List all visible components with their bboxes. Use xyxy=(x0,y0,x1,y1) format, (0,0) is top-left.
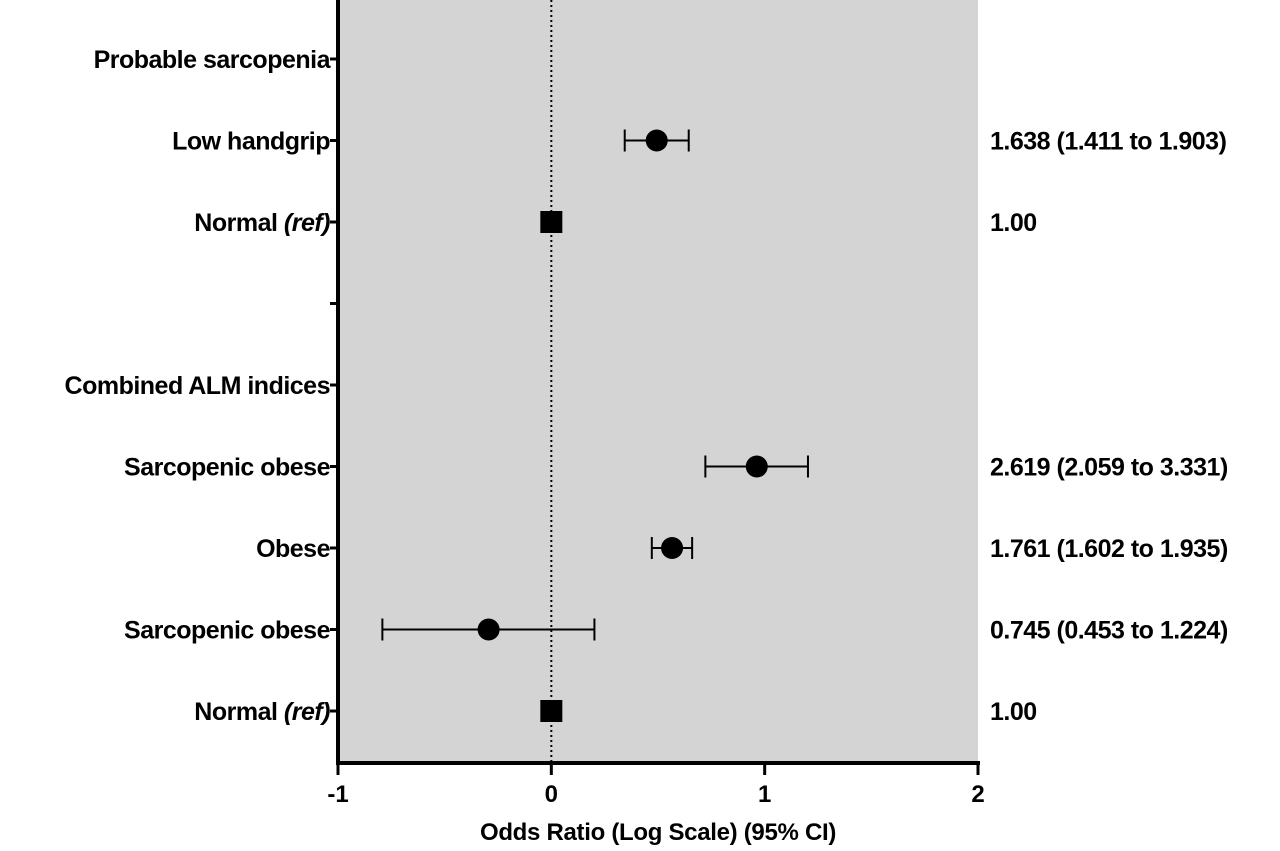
odds-ratio-label: 0.745 (0.453 to 1.224) xyxy=(990,617,1228,645)
row-label: Normal (ref) xyxy=(194,698,330,726)
odds-ratio-label: 2.619 (2.059 to 3.331) xyxy=(990,454,1228,482)
row-label-text: Normal xyxy=(194,209,277,237)
reference-marker xyxy=(540,211,563,233)
plot-background xyxy=(338,0,978,762)
x-tick-label: -1 xyxy=(327,781,348,808)
row-label-text: Sarcopenic obese xyxy=(124,617,331,645)
x-tick-label: 0 xyxy=(545,781,558,808)
estimate-marker xyxy=(745,455,768,478)
x-tick-label: 1 xyxy=(758,781,771,808)
row-label-suffix: (ref) xyxy=(284,209,330,237)
odds-ratio-label: 1.638 (1.411 to 1.903) xyxy=(990,128,1227,156)
odds-ratio-label: 1.761 (1.602 to 1.935) xyxy=(990,535,1228,563)
estimate-marker xyxy=(661,537,684,559)
x-tick-label: 2 xyxy=(971,781,984,808)
row-label-text: Low handgrip xyxy=(172,128,330,156)
row-label: Obese xyxy=(256,535,331,563)
estimate-marker xyxy=(645,129,668,152)
row-label: Low handgrip xyxy=(172,128,330,156)
row-label: Sarcopenic obese xyxy=(124,617,331,645)
row-label: Sarcopenic obese xyxy=(124,454,331,482)
row-label-text: Sarcopenic obese xyxy=(124,454,331,482)
forest-rows: Probable sarcopenia Low handgrip 1.638 (1.… xyxy=(65,46,1229,726)
odds-ratio-label: 1.00 xyxy=(990,698,1037,726)
x-axis-title: Odds Ratio (Log Scale) (95% CI) xyxy=(480,819,836,846)
reference-marker xyxy=(540,700,563,722)
x-ticks: -1 0 1 2 xyxy=(327,763,985,808)
row-label: Normal (ref) xyxy=(194,209,330,237)
estimate-marker xyxy=(477,618,500,641)
group-header: Combined ALM indices xyxy=(65,372,330,400)
row-label-text: Combined ALM indices xyxy=(65,372,330,400)
group-header: Probable sarcopenia xyxy=(94,46,332,74)
odds-ratio-label: 1.00 xyxy=(990,209,1037,237)
row-label-text: Normal xyxy=(194,698,277,726)
row-label-text: Probable sarcopenia xyxy=(94,46,332,74)
row-label-suffix: (ref) xyxy=(284,698,330,726)
row-label-text: Obese xyxy=(256,535,331,563)
